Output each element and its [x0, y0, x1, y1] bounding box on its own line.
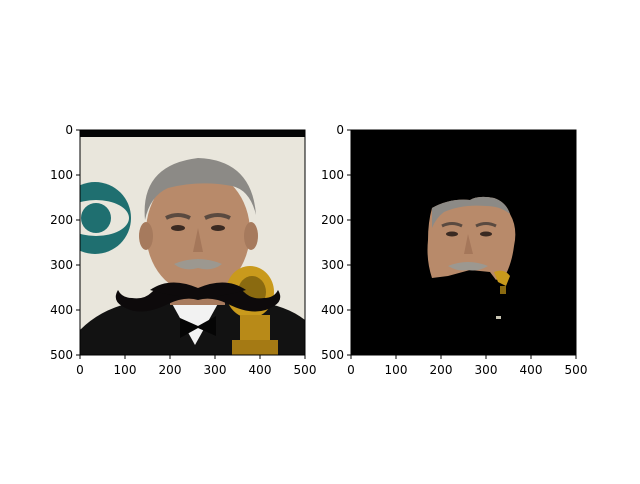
right-xtick-label: 300 — [475, 363, 498, 377]
right-xtick-label: 400 — [520, 363, 543, 377]
right-ytick-label: 400 — [321, 303, 344, 317]
right-axes-frame — [350, 129, 577, 356]
left-ytick-label: 100 — [50, 168, 73, 182]
left-axes-frame — [79, 129, 306, 356]
right-ytick-label: 500 — [321, 348, 344, 362]
right-ytick-label: 100 — [321, 168, 344, 182]
left-ytick-label: 200 — [50, 213, 73, 227]
left-ytick-label: 300 — [50, 258, 73, 272]
right-ytick-label: 300 — [321, 258, 344, 272]
right-image — [351, 130, 576, 355]
right-ytick-label: 0 — [336, 123, 344, 137]
left-xtick-label: 200 — [159, 363, 182, 377]
left-ytick-label: 500 — [50, 348, 73, 362]
right-xtick-label: 0 — [347, 363, 355, 377]
left-ytick-label: 400 — [50, 303, 73, 317]
right-xtick-label: 500 — [565, 363, 588, 377]
left-xtick-label: 400 — [249, 363, 272, 377]
left-xtick-label: 0 — [76, 363, 84, 377]
cbs-logo — [80, 182, 131, 254]
left-xtick-label: 300 — [204, 363, 227, 377]
right-ytick-label: 200 — [321, 213, 344, 227]
right-xtick-label: 100 — [385, 363, 408, 377]
left-image — [80, 130, 305, 355]
left-ytick-label: 0 — [65, 123, 73, 137]
left-xtick-label: 500 — [294, 363, 317, 377]
right-xtick-label: 200 — [430, 363, 453, 377]
left-xtick-label: 100 — [114, 363, 137, 377]
